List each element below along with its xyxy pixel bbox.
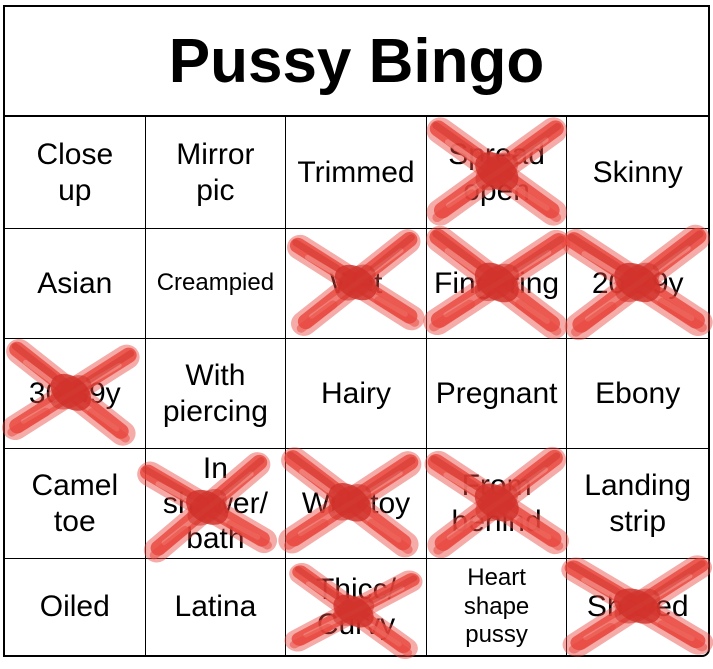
bingo-cell[interactable]: 20-29y [562,224,713,341]
cell-label: In shower/ bath [162,451,268,556]
bingo-cell[interactable]: From behind [424,446,569,559]
page-title: Pussy Bingo [168,26,545,96]
bingo-cell[interactable]: Mirror pic [145,117,287,229]
cell-label: Oiled [39,590,110,624]
cell-label: Fingering [434,266,560,300]
cell-label: Pregnant [435,376,558,410]
bingo-cell[interactable]: Creampied [145,229,287,339]
bingo-cell[interactable]: Fingering [423,225,571,340]
bingo-cell[interactable]: Oiled [5,559,146,655]
cell-label: Wet [329,266,383,300]
cell-label: Asian [37,266,113,300]
bingo-cell[interactable]: Pregnant [426,339,568,449]
bingo-cell[interactable]: Ebony [567,339,708,449]
cell-label: Close up [36,138,114,207]
cell-label: Creampied [156,269,275,297]
bingo-cell[interactable]: With toy [278,447,427,559]
bingo-grid: Close up Mirror pic Trimmed Spread open Ski… [2,117,713,660]
cell-label: Landing strip [584,469,692,538]
bingo-cell[interactable]: Asian [5,229,146,339]
cell-label: Camel toe [31,469,119,538]
bingo-cell[interactable]: Trimmed [286,117,427,229]
cell-label: Thicc/ Curvy [315,572,396,641]
bingo-cell[interactable]: Skinny [567,117,708,229]
cell-label: Skinny [592,155,683,189]
cell-label: 20-29y [591,266,684,300]
bingo-cell[interactable]: Wet [286,229,427,339]
card-header: Pussy Bingo [5,7,708,117]
cell-label: 30-39y [28,376,121,410]
bingo-cell[interactable]: Landing strip [567,449,708,559]
cell-label: From behind [451,469,542,538]
bingo-cell[interactable]: Shaved [561,555,713,657]
cell-label: Shaved [586,590,689,624]
cell-label: With piercing [162,359,268,428]
bingo-cell[interactable]: In shower/ bath [136,449,287,563]
bingo-cell[interactable]: With piercing [145,339,287,449]
cell-label: Hairy [320,376,391,410]
cell-label: Mirror pic [176,138,255,207]
bingo-cell[interactable]: Spread open [426,117,568,229]
cell-label: Trimmed [297,155,415,189]
bingo-cell[interactable]: Latina [146,559,287,655]
bingo-cell[interactable]: 30-39y [2,338,146,449]
cell-label: Latina [174,590,257,624]
bingo-cell[interactable]: Camel toe [5,449,146,559]
cell-label: Heart shape pussy [463,563,530,649]
bingo-cell[interactable]: Close up [5,117,146,229]
bingo-card: Pussy Bingo Close up Mirror pic Trimmed Spr… [2,5,713,660]
bingo-cell[interactable]: Heart shape pussy [427,559,568,655]
cell-label: With toy [301,486,411,520]
cell-label: Spread open [448,138,545,207]
bingo-cell[interactable]: Thicc/ Curvy [284,559,427,660]
bingo-cell[interactable]: Hairy [286,339,427,449]
cell-label: Ebony [595,376,681,410]
